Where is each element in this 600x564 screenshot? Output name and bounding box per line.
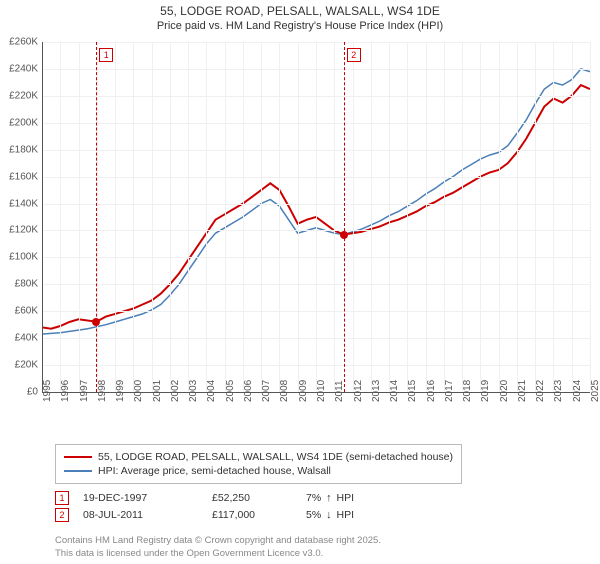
y-axis-label: £100K <box>2 252 38 263</box>
x-axis-label: 1995 <box>42 380 60 402</box>
sale-hpi-delta: 5% ↓ HPI <box>306 509 386 521</box>
footer-attribution: Contains HM Land Registry data © Crown c… <box>55 535 381 560</box>
x-axis-label: 2013 <box>371 380 389 402</box>
legend-label: HPI: Average price, semi-detached house,… <box>98 465 331 477</box>
y-axis-label: £20K <box>2 360 38 371</box>
sale-price: £52,250 <box>212 492 292 504</box>
x-axis-label: 2022 <box>535 380 553 402</box>
sale-marker-box: 1 <box>99 48 113 62</box>
x-axis-label: 2020 <box>499 380 517 402</box>
sale-marker-line <box>344 42 345 392</box>
x-axis-label: 2024 <box>572 380 590 402</box>
x-axis-label: 2008 <box>279 380 297 402</box>
x-axis-label: 2004 <box>206 380 224 402</box>
sale-date: 08-JUL-2011 <box>83 509 198 521</box>
y-axis-label: £160K <box>2 171 38 182</box>
y-axis-label: £40K <box>2 333 38 344</box>
x-axis-label: 1996 <box>60 380 78 402</box>
y-axis-label: £180K <box>2 144 38 155</box>
x-axis-label: 2019 <box>480 380 498 402</box>
y-axis-label: £240K <box>2 63 38 74</box>
chart-area: £0£20K£40K£60K£80K£100K£120K£140K£160K£1… <box>42 42 590 412</box>
x-axis-label: 2001 <box>152 380 170 402</box>
x-axis-label: 1997 <box>79 380 97 402</box>
x-axis-label: 2006 <box>243 380 261 402</box>
y-axis-label: £140K <box>2 198 38 209</box>
x-axis-label: 2025 <box>590 380 600 402</box>
sale-row: 2 08-JUL-2011 £117,000 5% ↓ HPI <box>55 508 386 522</box>
x-axis-label: 2014 <box>389 380 407 402</box>
x-axis-label: 2015 <box>407 380 425 402</box>
x-axis-label: 2005 <box>225 380 243 402</box>
y-axis-label: £60K <box>2 306 38 317</box>
sale-marker-box: 2 <box>347 48 361 62</box>
y-axis-label: £260K <box>2 37 38 48</box>
x-axis-label: 2003 <box>188 380 206 402</box>
y-axis-label: £0 <box>2 387 38 398</box>
x-axis-label: 2021 <box>517 380 535 402</box>
y-axis-label: £80K <box>2 279 38 290</box>
x-axis-label: 2016 <box>426 380 444 402</box>
x-axis-label: 2002 <box>170 380 188 402</box>
x-axis-label: 2012 <box>353 380 371 402</box>
chart-title: 55, LODGE ROAD, PELSALL, WALSALL, WS4 1D… <box>0 4 600 18</box>
sales-table: 1 19-DEC-1997 £52,250 7% ↑ HPI 2 08-JUL-2011 £… <box>55 488 386 525</box>
x-axis-label: 2010 <box>316 380 334 402</box>
x-axis-label: 1998 <box>97 380 115 402</box>
legend: 55, LODGE ROAD, PELSALL, WALSALL, WS4 1D… <box>55 444 462 484</box>
sale-price: £117,000 <box>212 509 292 521</box>
legend-label: 55, LODGE ROAD, PELSALL, WALSALL, WS4 1D… <box>98 451 453 463</box>
sale-number-box: 1 <box>55 491 69 505</box>
x-axis-label: 2018 <box>462 380 480 402</box>
sale-point <box>92 318 100 326</box>
chart-subtitle: Price paid vs. HM Land Registry's House … <box>0 20 600 32</box>
legend-item: 55, LODGE ROAD, PELSALL, WALSALL, WS4 1D… <box>64 451 453 463</box>
x-axis-label: 1999 <box>115 380 133 402</box>
sale-hpi-delta: 7% ↑ HPI <box>306 492 386 504</box>
sale-marker-line <box>96 42 97 392</box>
footer-line-1: Contains HM Land Registry data © Crown c… <box>55 535 381 547</box>
legend-item: HPI: Average price, semi-detached house,… <box>64 465 453 477</box>
legend-swatch <box>64 456 92 458</box>
footer-line-2: This data is licensed under the Open Gov… <box>55 548 381 560</box>
x-axis-label: 2017 <box>444 380 462 402</box>
sale-date: 19-DEC-1997 <box>83 492 198 504</box>
x-axis-label: 2009 <box>298 380 316 402</box>
y-axis-label: £200K <box>2 117 38 128</box>
plot-region: £0£20K£40K£60K£80K£100K£120K£140K£160K£1… <box>42 42 590 392</box>
y-axis-label: £220K <box>2 90 38 101</box>
x-axis-label: 2023 <box>553 380 571 402</box>
sale-point <box>340 231 348 239</box>
y-axis-label: £120K <box>2 225 38 236</box>
sale-number-box: 2 <box>55 508 69 522</box>
legend-swatch <box>64 470 92 472</box>
chart-container: 55, LODGE ROAD, PELSALL, WALSALL, WS4 1D… <box>0 4 600 564</box>
x-axis-label: 2007 <box>261 380 279 402</box>
x-axis-label: 2000 <box>133 380 151 402</box>
sale-row: 1 19-DEC-1997 £52,250 7% ↑ HPI <box>55 491 386 505</box>
